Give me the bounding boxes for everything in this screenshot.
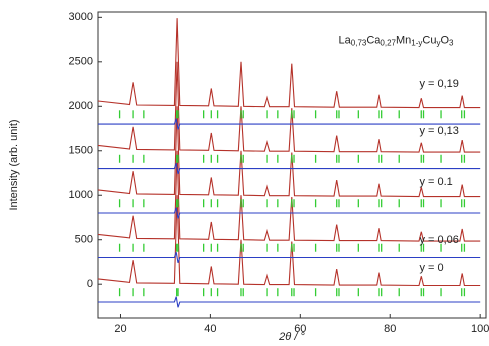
annotation: y = 0,19 xyxy=(419,78,458,90)
chart-title: La0,73Ca0,27Mn1-yCuyO3 xyxy=(339,34,455,47)
x-tick-label: 20 xyxy=(114,323,126,335)
pattern-line xyxy=(97,150,481,242)
annotation: y = 0,06 xyxy=(419,234,458,246)
title-subscript: 0,73 xyxy=(351,39,367,48)
pattern-line xyxy=(98,163,481,175)
x-tick-label: 100 xyxy=(471,323,489,335)
y-tick-label: 500 xyxy=(75,234,93,246)
annotation: y = 0,13 xyxy=(419,125,458,137)
title-text: Ca xyxy=(366,34,381,46)
pattern-line xyxy=(97,61,481,153)
title-subscript: 0,27 xyxy=(380,39,396,48)
title-text: O xyxy=(440,34,449,46)
annotation: y = 0 xyxy=(419,262,443,274)
pattern-line xyxy=(97,195,481,287)
x-tick-label: 60 xyxy=(294,323,306,335)
pattern-line xyxy=(98,207,481,219)
x-tick-label: 40 xyxy=(204,323,216,335)
title-subscript: 3 xyxy=(449,39,454,48)
pattern-line xyxy=(98,252,481,263)
pattern-line xyxy=(98,118,481,130)
title-subscript: y xyxy=(436,39,440,48)
y-tick-label: 0 xyxy=(87,278,93,290)
pattern-line xyxy=(97,18,481,109)
pattern-line xyxy=(98,296,481,308)
annotation: y = 0.1 xyxy=(419,176,452,188)
y-tick-label: 2500 xyxy=(69,56,93,68)
plot-frame xyxy=(97,11,487,319)
title-text: Mn xyxy=(396,34,411,46)
title-subscript: 1-y xyxy=(411,39,422,48)
x-tick-label: 80 xyxy=(384,323,396,335)
y-axis-label: Intensity (arb. unit) xyxy=(8,119,20,210)
x-axis-label: 2θ / ° xyxy=(278,331,305,343)
title-text: Cu xyxy=(422,34,436,46)
y-tick-label: 1000 xyxy=(69,189,93,201)
y-tick-label: 2000 xyxy=(69,100,93,112)
y-tick-label: 3000 xyxy=(69,11,93,23)
pattern-line xyxy=(97,106,481,198)
title-text: La xyxy=(339,34,352,46)
y-tick-label: 1500 xyxy=(69,145,93,157)
